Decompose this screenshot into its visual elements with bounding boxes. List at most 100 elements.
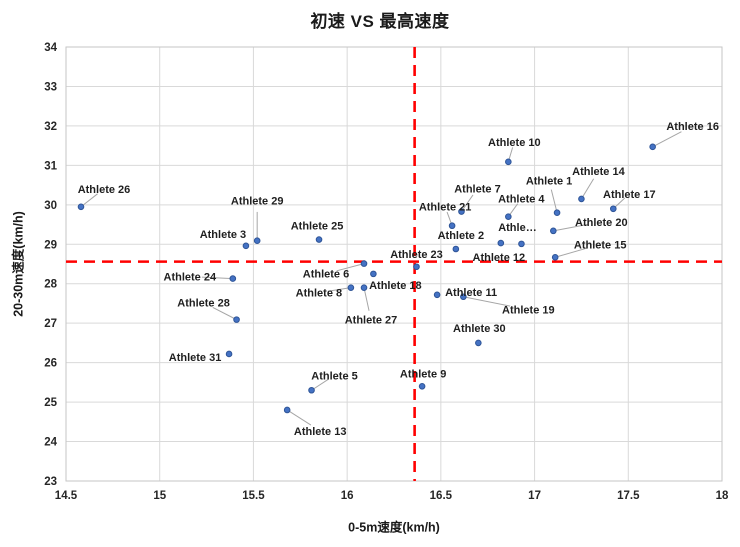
label-leader-line <box>286 409 312 426</box>
data-point-label: Athlete 29 <box>231 196 284 208</box>
data-point-label: Athlete 17 <box>603 189 656 201</box>
label-leader-line <box>336 263 365 272</box>
y-tick-label: 33 <box>44 81 57 93</box>
label-leader-line <box>363 287 370 311</box>
y-tick-label: 30 <box>44 200 57 212</box>
data-point-label: Athlete 21 <box>419 202 472 214</box>
data-point <box>242 242 250 250</box>
data-point <box>452 245 460 253</box>
y-tick-label: 29 <box>44 239 57 251</box>
chart-title: 初速 VS 最高速度 <box>310 12 450 31</box>
data-point-label: Athlete 28 <box>177 298 230 310</box>
data-point <box>413 263 420 271</box>
y-tick-label: 28 <box>44 279 57 291</box>
data-point-label: Athlete 8 <box>296 288 342 300</box>
data-point <box>233 316 240 323</box>
x-tick-label: 15 <box>153 490 166 502</box>
data-point <box>460 293 467 301</box>
data-point-label: Athlete 26 <box>78 184 131 196</box>
data-point-label: Athlete 14 <box>572 166 625 178</box>
data-point <box>360 284 368 291</box>
data-point-label: Athlete 27 <box>345 315 398 327</box>
label-leader-line <box>553 223 588 232</box>
data-point <box>370 270 377 278</box>
data-point-label: Athlete 18 <box>369 280 422 292</box>
data-point <box>433 291 441 299</box>
data-point <box>551 253 559 261</box>
label-leader-line <box>212 306 237 321</box>
plot-border <box>65 46 723 482</box>
label-leader-line <box>327 287 351 292</box>
data-point-label: Athlete 12 <box>473 252 526 264</box>
data-point-label: Athlete 7 <box>454 184 500 196</box>
data-point-label: Athlete 24 <box>164 272 217 284</box>
label-leader-line <box>463 296 511 307</box>
y-tick-label: 32 <box>44 121 57 133</box>
data-point-label: Athlete 5 <box>311 370 357 382</box>
data-point <box>360 260 368 267</box>
data-point <box>315 236 323 243</box>
data-point <box>253 237 261 245</box>
data-point <box>578 195 585 203</box>
data-point-label: Athlete 6 <box>303 269 349 281</box>
data-point <box>283 406 291 414</box>
data-point-label: Athlete 31 <box>169 352 222 364</box>
data-point <box>553 209 561 217</box>
y-tick-label: 24 <box>44 437 57 449</box>
data-point <box>649 143 656 151</box>
x-tick-label: 15.5 <box>242 490 265 502</box>
data-point <box>550 227 557 235</box>
x-tick-label: 17 <box>528 490 541 502</box>
x-tick-label: 16 <box>341 490 354 502</box>
data-point-label: Athlete 15 <box>574 239 627 251</box>
data-point <box>418 383 426 390</box>
data-point <box>458 208 465 215</box>
x-axis-title: 0-5m速度(km/h) <box>348 520 440 535</box>
data-point-label: Athlete 3 <box>200 229 246 241</box>
data-point-label: Athlete 30 <box>453 323 506 335</box>
data-point <box>475 339 482 347</box>
data-point <box>229 275 237 282</box>
data-point <box>505 158 512 166</box>
y-tick-label: 31 <box>44 160 57 172</box>
data-point <box>448 222 456 230</box>
y-tick-label: 23 <box>44 476 57 488</box>
data-point-label: Athlete 13 <box>294 426 347 438</box>
data-point-label: Athlete 1 <box>526 176 572 188</box>
data-point-label: Athlete 9 <box>400 368 446 380</box>
x-tick-label: 16.5 <box>430 490 453 502</box>
data-point-label: Athlete 2 <box>438 230 484 242</box>
data-point-label: Athlete 16 <box>666 121 719 133</box>
label-leader-line <box>652 131 682 148</box>
data-point <box>497 239 505 247</box>
data-point <box>518 240 525 248</box>
label-leader-line <box>550 189 558 213</box>
x-tick-label: 17.5 <box>617 490 640 502</box>
x-tick-label: 14.5 <box>55 490 78 502</box>
data-point <box>505 213 512 220</box>
label-leader-line <box>80 193 98 208</box>
data-point-label: Athlete 20 <box>575 217 628 229</box>
label-leader-line <box>581 178 595 200</box>
data-point-label: Athlete 19 <box>502 305 555 317</box>
data-point-label: Athlete 11 <box>445 287 497 299</box>
y-tick-label: 25 <box>44 397 57 409</box>
y-tick-label: 27 <box>44 318 57 330</box>
data-point-label: Athlete 10 <box>488 137 541 149</box>
data-point-label: Athlete 25 <box>291 221 344 233</box>
label-leader-line <box>201 276 233 280</box>
data-point <box>225 350 233 358</box>
data-point <box>347 284 355 291</box>
x-tick-label: 18 <box>716 490 729 502</box>
label-leader-line <box>461 194 474 212</box>
label-leader-line <box>555 247 588 258</box>
data-point-label: Athlete 23 <box>390 249 443 261</box>
data-point-label: Athlete 4 <box>498 194 545 206</box>
y-tick-label: 26 <box>44 358 57 370</box>
data-point <box>609 205 617 213</box>
data-point-label: Athle… <box>498 222 537 234</box>
y-tick-label: 34 <box>44 42 57 54</box>
data-point <box>77 203 85 211</box>
